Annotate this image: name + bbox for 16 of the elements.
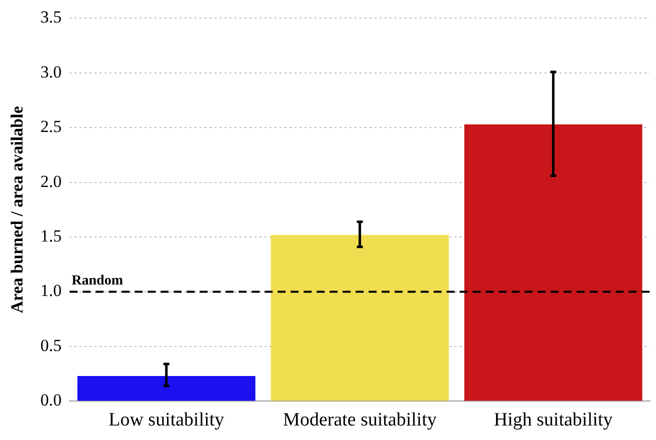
y-tick-label: 1.5 — [40, 226, 62, 246]
y-tick-label: 0.0 — [40, 390, 62, 410]
y-axis-title: Area burned / area available — [8, 106, 27, 314]
y-tick-label: 3.0 — [40, 62, 62, 82]
bar — [77, 376, 256, 401]
ref-line-label: Random — [72, 273, 124, 288]
y-tick-label: 2.0 — [40, 172, 62, 191]
x-tick-label: Moderate suitability — [283, 410, 438, 431]
x-tick-label: High suitability — [494, 410, 614, 431]
x-tick-label: Low suitability — [108, 410, 225, 431]
y-tick-label: 1.0 — [40, 281, 62, 300]
y-tick-label: 2.5 — [40, 117, 62, 136]
y-tick-label: 3.5 — [40, 8, 62, 27]
bar — [464, 124, 642, 401]
bar — [270, 234, 449, 401]
y-tick-label: 0.5 — [40, 336, 62, 355]
